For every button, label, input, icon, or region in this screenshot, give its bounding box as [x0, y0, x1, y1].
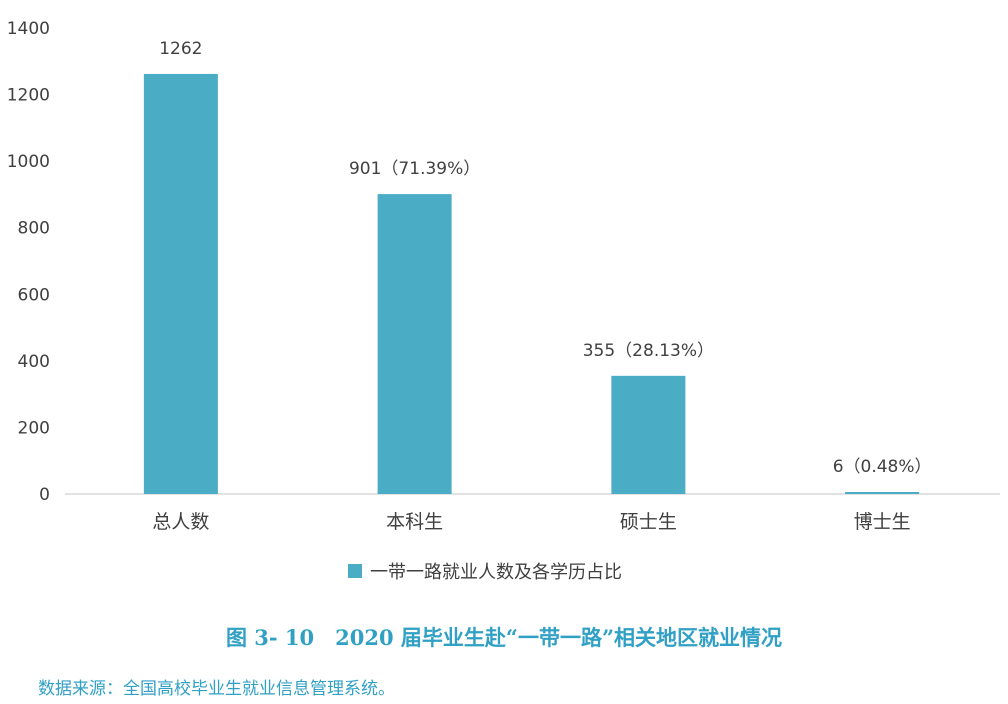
bar: [143, 73, 218, 494]
legend-swatch: [348, 564, 362, 578]
category-label: 本科生: [386, 511, 443, 533]
legend: 一带一路就业人数及各学历占比: [348, 558, 622, 584]
bar-value-label: 6（0.48%）: [833, 457, 932, 477]
y-axis-ticks: 0 200 400 600 800 1000 1200 1400: [7, 19, 50, 505]
y-tick-label: 800: [18, 219, 50, 239]
y-tick-label: 600: [18, 285, 50, 305]
category-label: 硕士生: [620, 511, 677, 533]
bar-value-label: 901（71.39%）: [349, 159, 480, 179]
bar: [845, 492, 920, 494]
category-labels: 总人数 本科生 硕士生 博士生: [152, 511, 910, 533]
data-labels: 1262 901（71.39%） 355（28.13%） 6（0.48%）: [159, 39, 931, 477]
bar-value-label: 1262: [159, 39, 202, 59]
bar: [377, 194, 452, 495]
bar: [611, 375, 686, 494]
bars: [143, 73, 920, 495]
y-tick-label: 200: [18, 418, 50, 438]
category-label: 博士生: [854, 511, 911, 533]
figure-caption: 图 3- 10 2020 届毕业生赴“一带一路”相关地区就业情况: [225, 625, 783, 650]
legend-label: 一带一路就业人数及各学历占比: [370, 562, 622, 583]
category-label: 总人数: [152, 511, 209, 533]
y-tick-label: 1400: [7, 19, 50, 39]
bar-value-label: 355（28.13%）: [583, 341, 714, 361]
bar-chart: 0 200 400 600 800 1000 1200 1400 1262 901（71.39%…: [7, 19, 1000, 533]
y-tick-label: 1200: [7, 86, 50, 106]
data-source-note: 数据来源：全国高校毕业生就业信息管理系统。: [38, 679, 395, 699]
y-tick-label: 1000: [7, 152, 50, 172]
y-tick-label: 400: [18, 352, 50, 372]
y-tick-label: 0: [39, 485, 50, 505]
